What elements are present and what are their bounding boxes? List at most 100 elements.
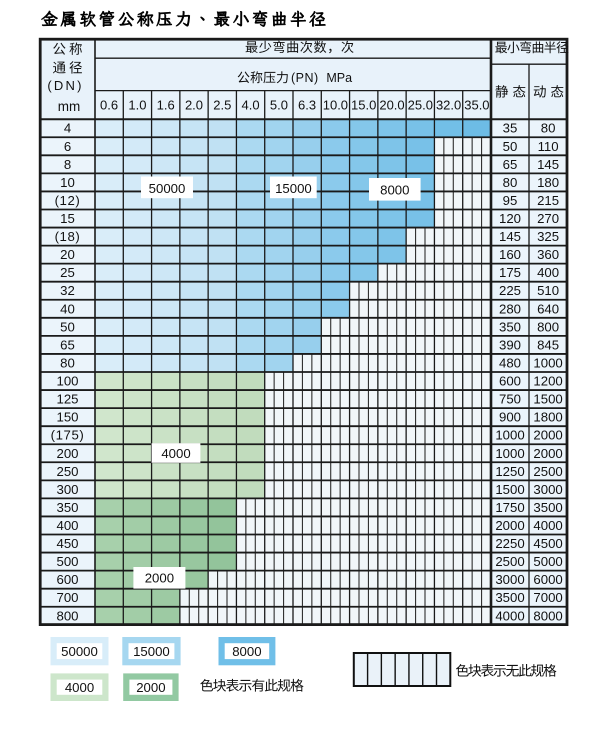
svg-text:5000: 5000 xyxy=(533,554,562,569)
svg-text:0.6: 0.6 xyxy=(100,98,118,113)
svg-text:3500: 3500 xyxy=(533,500,562,515)
svg-text:700: 700 xyxy=(56,590,78,605)
svg-text:MPa: MPa xyxy=(326,71,352,85)
svg-text:400: 400 xyxy=(537,265,559,280)
svg-text:50: 50 xyxy=(503,139,518,154)
svg-text:600: 600 xyxy=(56,572,78,587)
svg-text:180: 180 xyxy=(537,175,559,190)
svg-text:150: 150 xyxy=(56,410,78,425)
svg-text:25.0: 25.0 xyxy=(408,98,433,113)
svg-text:750: 750 xyxy=(499,392,521,407)
svg-text:65: 65 xyxy=(60,337,75,352)
svg-text:4.0: 4.0 xyxy=(242,98,260,113)
svg-text:100: 100 xyxy=(56,374,78,389)
svg-text:50: 50 xyxy=(60,319,75,334)
svg-text:2000: 2000 xyxy=(136,680,165,695)
svg-text:8000: 8000 xyxy=(232,644,261,659)
svg-text:845: 845 xyxy=(537,337,559,352)
svg-text:270: 270 xyxy=(537,211,559,226)
svg-text:215: 215 xyxy=(537,193,559,208)
svg-text:800: 800 xyxy=(56,608,78,623)
svg-text:325: 325 xyxy=(537,229,559,244)
svg-text:35: 35 xyxy=(503,121,518,136)
svg-text:6: 6 xyxy=(64,139,71,154)
svg-text:5.0: 5.0 xyxy=(270,98,288,113)
svg-text:80: 80 xyxy=(60,356,75,371)
svg-text:250: 250 xyxy=(56,464,78,479)
svg-text:390: 390 xyxy=(499,337,521,352)
svg-text:125: 125 xyxy=(56,392,78,407)
svg-text:15000: 15000 xyxy=(133,644,170,659)
svg-text:2500: 2500 xyxy=(533,464,562,479)
svg-text:510: 510 xyxy=(537,283,559,298)
svg-text:160: 160 xyxy=(499,247,521,262)
svg-text:1.6: 1.6 xyxy=(157,98,175,113)
svg-text:3000: 3000 xyxy=(533,482,562,497)
svg-text:40: 40 xyxy=(60,301,75,316)
svg-text:1250: 1250 xyxy=(495,464,524,479)
svg-text:280: 280 xyxy=(499,301,521,316)
svg-text:300: 300 xyxy=(56,482,78,497)
svg-text:65: 65 xyxy=(503,157,518,172)
svg-text:4: 4 xyxy=(64,121,71,136)
svg-text:(175): (175) xyxy=(51,428,85,443)
svg-text:32: 32 xyxy=(60,283,75,298)
svg-text:6.3: 6.3 xyxy=(298,98,316,113)
svg-text:225: 225 xyxy=(499,283,521,298)
svg-text:50000: 50000 xyxy=(61,644,98,659)
svg-text:(PN): (PN) xyxy=(291,71,319,85)
svg-text:8: 8 xyxy=(64,157,71,172)
svg-text:2.5: 2.5 xyxy=(213,98,231,113)
svg-text:640: 640 xyxy=(537,301,559,316)
svg-text:2000: 2000 xyxy=(495,518,524,533)
svg-text:2000: 2000 xyxy=(533,446,562,461)
svg-text:32.0: 32.0 xyxy=(436,98,461,113)
svg-text:145: 145 xyxy=(499,229,521,244)
svg-text:20.0: 20.0 xyxy=(379,98,404,113)
svg-text:4000: 4000 xyxy=(65,680,94,695)
svg-text:1500: 1500 xyxy=(495,482,524,497)
svg-text:2500: 2500 xyxy=(495,554,524,569)
svg-text:360: 360 xyxy=(537,247,559,262)
svg-text:400: 400 xyxy=(56,518,78,533)
svg-text:35.0: 35.0 xyxy=(464,98,489,113)
svg-text:4500: 4500 xyxy=(533,536,562,551)
svg-text:200: 200 xyxy=(56,446,78,461)
svg-text:4000: 4000 xyxy=(161,446,190,461)
svg-text:350: 350 xyxy=(499,319,521,334)
svg-text:1750: 1750 xyxy=(495,500,524,515)
svg-text:1.0: 1.0 xyxy=(128,98,146,113)
svg-text:8000: 8000 xyxy=(380,183,409,198)
svg-text:3500: 3500 xyxy=(495,590,524,605)
svg-text:6000: 6000 xyxy=(533,572,562,587)
svg-text:1000: 1000 xyxy=(495,428,524,443)
svg-text:8000: 8000 xyxy=(533,608,562,623)
svg-text:mm: mm xyxy=(58,99,81,114)
svg-text:(DN): (DN) xyxy=(47,78,83,93)
svg-text:4000: 4000 xyxy=(495,608,524,623)
svg-text:175: 175 xyxy=(499,265,521,280)
svg-text:10: 10 xyxy=(60,175,75,190)
svg-text:3000: 3000 xyxy=(495,572,524,587)
svg-text:480: 480 xyxy=(499,356,521,371)
svg-text:15000: 15000 xyxy=(275,181,312,196)
svg-text:120: 120 xyxy=(499,211,521,226)
svg-text:15.0: 15.0 xyxy=(351,98,376,113)
svg-text:350: 350 xyxy=(56,500,78,515)
svg-text:(12): (12) xyxy=(55,193,81,208)
svg-text:800: 800 xyxy=(537,319,559,334)
svg-text:7000: 7000 xyxy=(533,590,562,605)
svg-text:900: 900 xyxy=(499,410,521,425)
svg-text:450: 450 xyxy=(56,536,78,551)
svg-text:1000: 1000 xyxy=(495,446,524,461)
svg-text:15: 15 xyxy=(60,211,75,226)
svg-text:2.0: 2.0 xyxy=(185,98,203,113)
svg-text:50000: 50000 xyxy=(149,181,186,196)
svg-text:4000: 4000 xyxy=(533,518,562,533)
svg-text:600: 600 xyxy=(499,374,521,389)
svg-text:20: 20 xyxy=(60,247,75,262)
svg-text:95: 95 xyxy=(503,193,518,208)
svg-text:25: 25 xyxy=(60,265,75,280)
svg-text:500: 500 xyxy=(56,554,78,569)
svg-text:80: 80 xyxy=(503,175,518,190)
